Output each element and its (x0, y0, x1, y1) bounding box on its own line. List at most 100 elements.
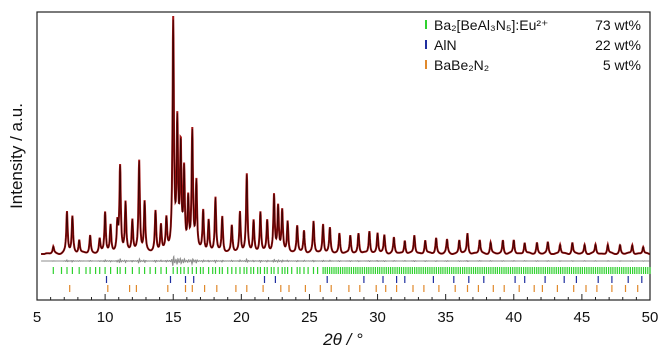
reflection-phase1 (227, 267, 229, 274)
reflection-phase2 (483, 276, 485, 283)
legend-swatch-phase3 (425, 60, 427, 69)
reflection-phase1 (594, 267, 597, 274)
reflection-phase1 (214, 267, 217, 274)
reflection-phase3 (585, 285, 587, 292)
legend-swatch-phase2 (425, 40, 427, 49)
reflection-phase1 (527, 267, 529, 274)
reflection-phase3 (167, 285, 169, 292)
reflection-phase1 (202, 267, 204, 274)
reflection-phase1 (344, 267, 346, 274)
reflection-phase1 (119, 267, 121, 274)
reflection-phase2 (326, 276, 328, 283)
reflection-phase1 (431, 267, 433, 274)
reflection-phase1 (560, 267, 562, 274)
reflection-phase1 (520, 267, 522, 274)
legend-value-phase1: 73 wt% (595, 17, 641, 33)
reflection-phase1 (104, 267, 106, 274)
legend-label-phase3: BaBe₂N₂ (434, 57, 489, 73)
reflection-phase1 (638, 267, 640, 274)
reflection-phase1 (281, 267, 283, 274)
reflection-phase1 (337, 267, 339, 274)
legend-label-phase1: Ba₂[BeAl₃N₅]:Eu²⁺ (434, 17, 548, 33)
reflection-phase1 (490, 267, 492, 274)
reflection-phase1 (372, 267, 374, 274)
reflection-phase1 (455, 267, 457, 274)
reflection-phase1 (499, 267, 501, 274)
reflection-phase1 (429, 267, 431, 274)
reflection-phase1 (235, 267, 237, 274)
reflection-phase1 (405, 267, 407, 274)
reflection-phase2 (363, 276, 365, 283)
reflection-phase1 (239, 267, 241, 274)
reflection-phase3 (280, 285, 282, 292)
reflection-phase1 (335, 267, 337, 274)
reflection-phase1 (418, 267, 420, 274)
x-tick-label: 50 (642, 309, 659, 326)
legend-label-phase2: AlN (434, 37, 457, 53)
reflection-phase1 (475, 267, 477, 274)
reflection-phase1 (629, 267, 631, 274)
reflection-phase1 (52, 267, 54, 274)
reflection-phase1 (424, 267, 427, 274)
reflection-phase1 (557, 267, 560, 274)
x-tick-label: 5 (33, 309, 41, 326)
y-axis-title: Intensity / a.u. (7, 103, 26, 209)
reflection-phase1 (348, 267, 350, 274)
reflection-phase1 (208, 267, 210, 274)
reflection-phase3 (235, 285, 237, 292)
reflection-phase3 (533, 285, 535, 292)
reflection-phase1 (599, 267, 601, 274)
reflection-phase1 (625, 267, 627, 274)
reflection-phase1 (312, 267, 315, 274)
reflection-phase1 (616, 267, 618, 274)
reflection-phase1 (540, 267, 542, 274)
reflection-phase1 (618, 267, 621, 274)
reflection-phase1 (566, 267, 568, 274)
legend: Ba₂[BeAl₃N₅]:Eu²⁺ 73 wt% AlN 22 wt% BaBe… (425, 17, 641, 73)
reflection-phase1 (124, 267, 127, 274)
reflection-phase1 (322, 267, 324, 274)
calculated-curve (41, 19, 650, 255)
x-axis-title: 2θ / ° (322, 330, 363, 349)
reflection-phase3 (518, 285, 520, 292)
reflection-phase1 (176, 267, 178, 274)
x-tick-label: 40 (505, 309, 522, 326)
reflection-phase1 (529, 267, 531, 274)
reflection-phase1 (180, 267, 182, 274)
reflection-phase1 (505, 267, 507, 274)
reflection-phase1 (403, 267, 405, 274)
reflection-phase3 (477, 285, 479, 292)
reflection-phase1 (645, 267, 647, 274)
x-axis-ticks: 5 10 15 20 25 30 35 40 45 50 (33, 294, 659, 326)
reflection-phase1 (89, 267, 91, 274)
reflection-phase1 (442, 267, 444, 274)
reflection-phase1 (296, 267, 298, 274)
reflection-phase1 (544, 267, 546, 274)
reflection-phase1 (481, 267, 483, 274)
reflection-phase1 (191, 267, 193, 274)
reflection-phase1 (453, 267, 455, 274)
reflection-phase1 (627, 267, 629, 274)
reflection-phase2 (169, 276, 172, 283)
reflection-phase1 (284, 267, 286, 274)
reflection-phase3 (107, 285, 109, 292)
reflection-phase1 (427, 267, 429, 274)
reflection-phase1 (144, 267, 146, 274)
reflection-phase1 (396, 267, 398, 274)
reflection-phase1 (570, 267, 573, 274)
reflection-phase1 (612, 267, 614, 274)
difference-curve (41, 254, 650, 267)
reflection-phase3 (359, 285, 361, 292)
reflection-phase1 (494, 267, 496, 274)
reflection-phase1 (291, 267, 293, 274)
reflection-phase1 (187, 267, 189, 274)
reflection-phase3 (191, 285, 193, 292)
reflection-phase1 (259, 267, 261, 274)
reflection-phase1 (435, 267, 437, 274)
reflection-phase1 (324, 267, 326, 274)
reflection-phase1 (250, 267, 252, 274)
reflection-phase1 (212, 267, 214, 274)
reflection-phase1 (470, 267, 472, 274)
reflection-phase1 (149, 267, 151, 274)
reflection-phase1 (257, 267, 259, 274)
